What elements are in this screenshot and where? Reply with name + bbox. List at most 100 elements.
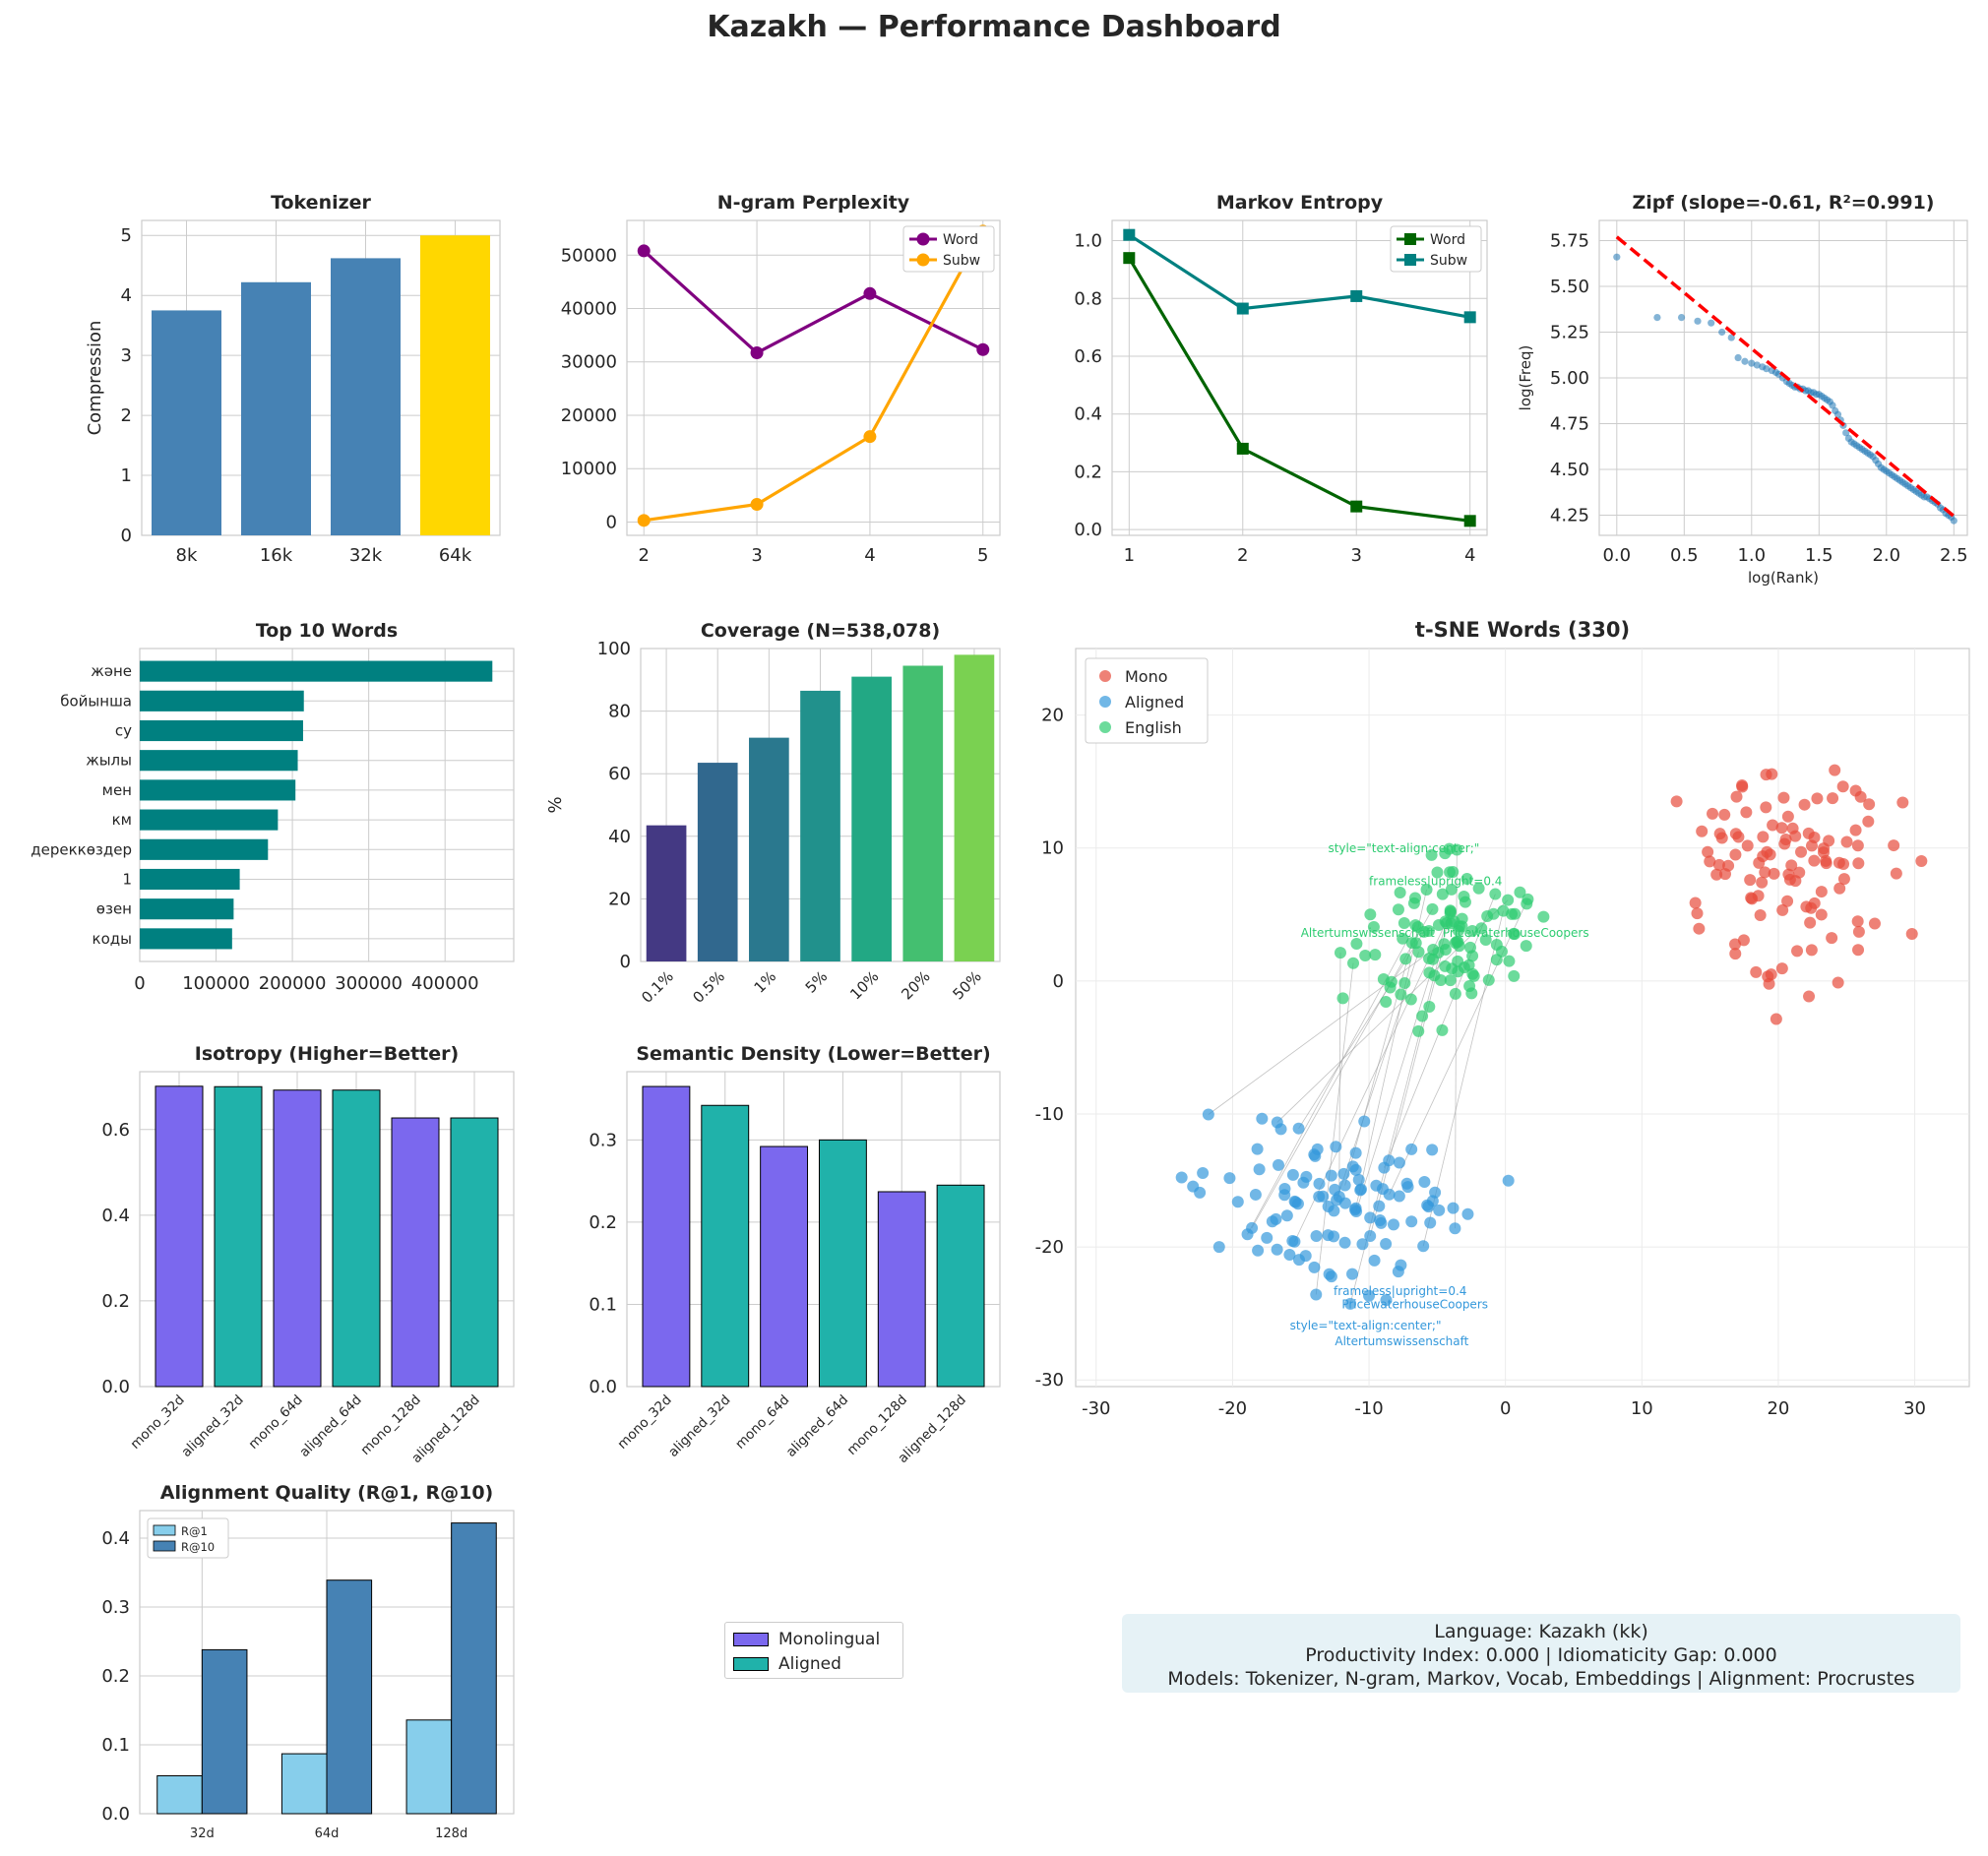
tsne-point [1508,928,1521,941]
tsne-alignment-link [1208,949,1434,1115]
markov-ytick-label: 0.8 [1074,288,1102,309]
isotropy-xtick-label: mono_32d [127,1392,187,1453]
tsne-point [1431,866,1444,879]
density-bar [760,1145,809,1388]
ngram-point [976,342,990,356]
tsne-point [1313,1177,1326,1190]
tsne-point [1707,807,1719,820]
zipf-xlabel: log(Rank) [1748,569,1819,587]
tsne-point [1422,924,1435,937]
isotropy-xtick-label: aligned_32d [178,1392,246,1460]
zipf-ytick-label: 5.50 [1550,277,1589,297]
tsne-point [1300,1170,1313,1183]
tsne-point [1808,832,1821,844]
tsne-point [1888,839,1900,852]
coverage-chart: 0 20 40 60 80 100 0.1% 0.5% 1% 5% 10% 20% 50%% Covera… [545,620,1001,1007]
tsne-point [1785,859,1798,872]
tsne-legend [1085,657,1209,744]
topwords-ytick-label: су [115,722,132,740]
alignment-bar [405,1719,453,1815]
isotropy-xtick-label: mono_64d [245,1392,305,1453]
tsne-point [1729,848,1742,861]
coverage-bar [954,654,995,961]
zipf-ytick-label: 4.25 [1550,506,1589,526]
tsne-point [1756,876,1769,889]
tsne-point [1424,1216,1437,1229]
markov-point [1236,302,1249,315]
tsne-point [1338,1197,1351,1209]
dashboard-title: Kazakh — Performance Dashboard [707,10,1281,44]
alignment-ytick-label: 0.0 [101,1804,130,1825]
tsne-point [1336,992,1349,1005]
tsne-point [1472,882,1485,895]
tsne-point [1449,1222,1461,1235]
tsne-xtick-label: -10 [1354,1398,1383,1419]
topwords-ytick-label: км [112,811,132,829]
tsne-point [1364,1229,1377,1242]
zipf-fit-line [1615,235,1956,518]
isotropy-chart: 0.0 0.2 0.4 0.6 mono_32daligned_32dmono_64da… [101,1043,515,1466]
tsne-point [1231,1196,1244,1208]
tsne-point [1443,842,1456,855]
zipf-point [1753,361,1761,369]
tsne-point [1461,1207,1474,1220]
zipf-point [1718,328,1726,337]
tsne-point [1399,953,1412,965]
tsne-point [1489,888,1502,900]
markov-series-line [1128,233,1470,319]
density-bar [642,1085,691,1388]
tsne-point [1373,1200,1386,1212]
tsne-point [1223,1172,1236,1185]
tsne-point [1495,945,1508,958]
tsne-point [1462,959,1475,971]
tsne-point [1466,925,1479,938]
coverage-bar [749,737,789,961]
isotropy-bar [214,1085,263,1388]
tsne-point [1757,831,1770,843]
tsne-point [1479,933,1492,946]
tokenizer-ytick-label: 3 [121,345,132,366]
isotropy-ytick-label: 0.0 [101,1377,130,1397]
coverage-xtick-label: 0.5% [689,967,728,1007]
coverage-xtick-label: 5% [802,967,832,997]
isotropy-bar [332,1089,381,1388]
tsne-point [1729,938,1742,951]
tsne-xtick-label: -20 [1218,1398,1247,1419]
figure-legend: Monolingual Aligned [724,1622,903,1679]
tsne-point [1384,981,1397,994]
tsne-title: t-SNE Words (330) [1415,618,1630,642]
tsne-point [1740,806,1753,819]
tsne-point [1466,967,1479,980]
tokenizer-ytick-label: 0 [121,526,132,546]
tsne-point [1392,903,1404,916]
topwords-bar [140,868,240,891]
ngram-series-line [644,230,985,523]
tsne-point [1736,780,1749,793]
zipf-title: Zipf (slope=-0.61, R²=0.991) [1633,192,1935,214]
tsne-point [1452,936,1464,949]
coverage-title: Coverage (N=538,078) [701,620,940,642]
alignment-bar [326,1579,373,1815]
tsne-point [1793,866,1806,879]
tsne-point [1436,888,1449,900]
tsne-point [1369,949,1382,961]
ngram-legend-marker [916,253,930,267]
tsne-point [1272,1158,1284,1171]
tsne-annotation: style="text-align:center;" [1328,841,1479,855]
tsne-point [1768,867,1780,880]
tsne-point [1460,872,1473,885]
tokenizer-chart: 0 1 2 3 4 5 8k 16k 32k 64k Compression Tokenizer [85,192,501,566]
density-bar [877,1191,926,1388]
density-xtick-label: aligned_64d [783,1392,851,1460]
tsne-ytick-label: 0 [1053,971,1064,992]
coverage-ytick-label: 80 [608,702,631,722]
zipf-ytick-label: 4.75 [1550,414,1589,435]
tsne-point [1766,768,1778,780]
tsne-point [1718,808,1731,821]
tsne-point [1280,1209,1293,1222]
tsne-point [1718,868,1731,881]
tsne-legend-label: Mono [1125,667,1168,686]
tsne-point [1762,970,1774,983]
tsne-point [1791,945,1804,958]
markov-point [1350,500,1363,513]
